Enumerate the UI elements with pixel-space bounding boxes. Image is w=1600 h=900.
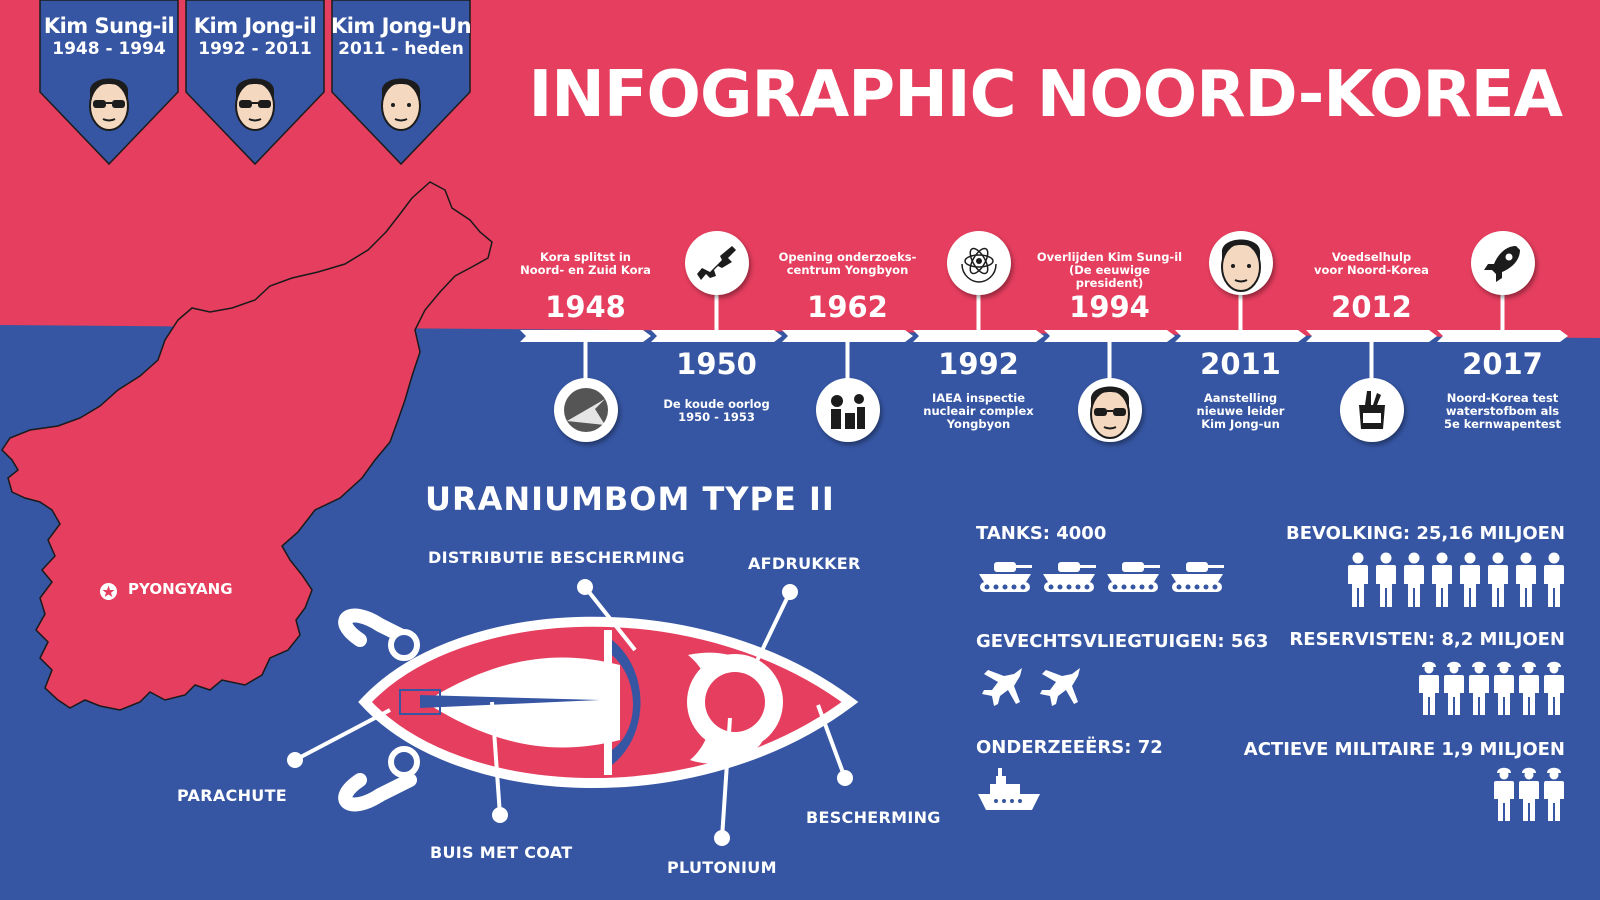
atom-icon [946,231,1011,295]
soldier-icon [1543,766,1565,826]
leader-banner: Kim Sung-il 1948 - 1994 [36,0,182,168]
leader-face-icon [1208,231,1273,295]
split-circle-icon [553,378,618,442]
timeline-segment [1306,330,1437,342]
person-icon [1347,552,1369,612]
label-buis: BUIS MET COAT [430,843,573,862]
leader-name: Kim Jong-Un [330,14,472,38]
tank-icon [976,560,1034,598]
leader-face-sunglasses-icon [228,70,282,138]
tanks-label: TANKS: 4000 [976,523,1107,544]
timeline-segment [913,330,1044,342]
subs-label: ONDERZEEËRS: 72 [976,737,1163,758]
timeline-year: 1992 [938,347,1019,381]
leader-name: Kim Sung-il [43,14,175,38]
person-icon [1543,552,1565,612]
timeline-year: 2011 [1200,347,1281,381]
label-afdrukker: AFDRUKKER [748,554,861,573]
capital-star-icon [100,583,117,600]
leader-name: Kim Jong-il [193,14,317,38]
soldier-icon [1543,660,1565,720]
timeline-caption: Aanstelling nieuwe leider Kim Jong-un [1196,391,1285,431]
timeline-segment [520,330,651,342]
soldier-icon [1518,766,1540,826]
grocery-bag-icon [1339,378,1404,442]
person-icon [1515,552,1537,612]
north-korea-map [1,181,493,711]
timeline-caption: Voedselhulp voor Noord-Korea [1314,250,1429,277]
timeline-segment [1175,330,1306,342]
soldier-icon [1518,660,1540,720]
leader-years: 1992 - 2011 [198,39,312,59]
soldier-icon [1468,660,1490,720]
tank-icon [1040,560,1098,598]
person-icon [1403,552,1425,612]
leader-face-icon [374,70,428,138]
label-parachute: PARACHUTE [177,786,288,805]
timeline-caption: Overlijden Kim Sung-il (De eeuwige presi… [1036,250,1183,290]
person-icon [1487,552,1509,612]
tank-icon [1104,560,1162,598]
leader-banner: Kim Jong-Un 2011 - heden [328,0,474,168]
person-icon [1375,552,1397,612]
timeline-segment [782,330,913,342]
leader-face-sunglasses-icon [1077,378,1142,442]
fighter-jet-icon [1036,664,1084,716]
ship-icon [976,768,1042,816]
factory-icon [815,378,880,442]
person-icon [1431,552,1453,612]
timeline-year: 1994 [1069,290,1150,324]
soldier-icon [1493,766,1515,826]
leader-years: 2011 - heden [338,39,464,59]
rocket-icon [1470,231,1535,295]
actief-label: ACTIEVE MILITAIRE 1,9 MILJOEN [1243,739,1565,760]
reservisten-label: RESERVISTEN: 8,2 MILJOEN [1289,629,1565,650]
timeline-year: 2012 [1331,290,1412,324]
timeline-caption: Opening onderzoeks- centrum Yongbyon [778,250,917,277]
soldier-icon [1443,660,1465,720]
city-label: PYONGYANG [128,580,233,598]
leader-face-sunglasses-icon [82,70,136,138]
timeline-segment [1437,330,1568,342]
timeline-year: 1950 [676,347,757,381]
timeline-caption: Noord-Korea test waterstofbom als 5e ker… [1443,391,1562,431]
label-bescherming: BESCHERMING [806,808,941,827]
leader-years: 1948 - 1994 [52,39,166,59]
timeline-caption: De koude oorlog 1950 - 1953 [663,397,770,424]
tank-icon [1168,560,1226,598]
timeline-year: 1962 [807,290,888,324]
timeline-year: 1948 [545,290,626,324]
timeline-caption: IAEA inspectie nucleair complex Yongbyon [923,391,1034,431]
rifle-icon [684,231,749,295]
soldier-icon [1493,660,1515,720]
bomb-title: URANIUMBOM TYPE II [425,480,835,518]
soldier-icon [1418,660,1440,720]
timeline-segment [651,330,782,342]
page-title: INFOGRAPHIC NOORD-KOREA [528,58,1563,132]
timeline-caption: Kora splitst in Noord- en Zuid Kora [520,250,651,277]
timeline-segment [1044,330,1175,342]
leader-banner: Kim Jong-il 1992 - 2011 [182,0,328,168]
bevolking-label: BEVOLKING: 25,16 MILJOEN [1286,523,1565,544]
jets-label: GEVECHTSVLIEGTUIGEN: 563 [976,631,1269,652]
label-plutonium: PLUTONIUM [667,858,777,877]
label-distributie: DISTRIBUTIE BESCHERMING [428,548,685,567]
person-icon [1459,552,1481,612]
fighter-jet-icon [978,664,1026,716]
timeline-year: 2017 [1462,347,1543,381]
